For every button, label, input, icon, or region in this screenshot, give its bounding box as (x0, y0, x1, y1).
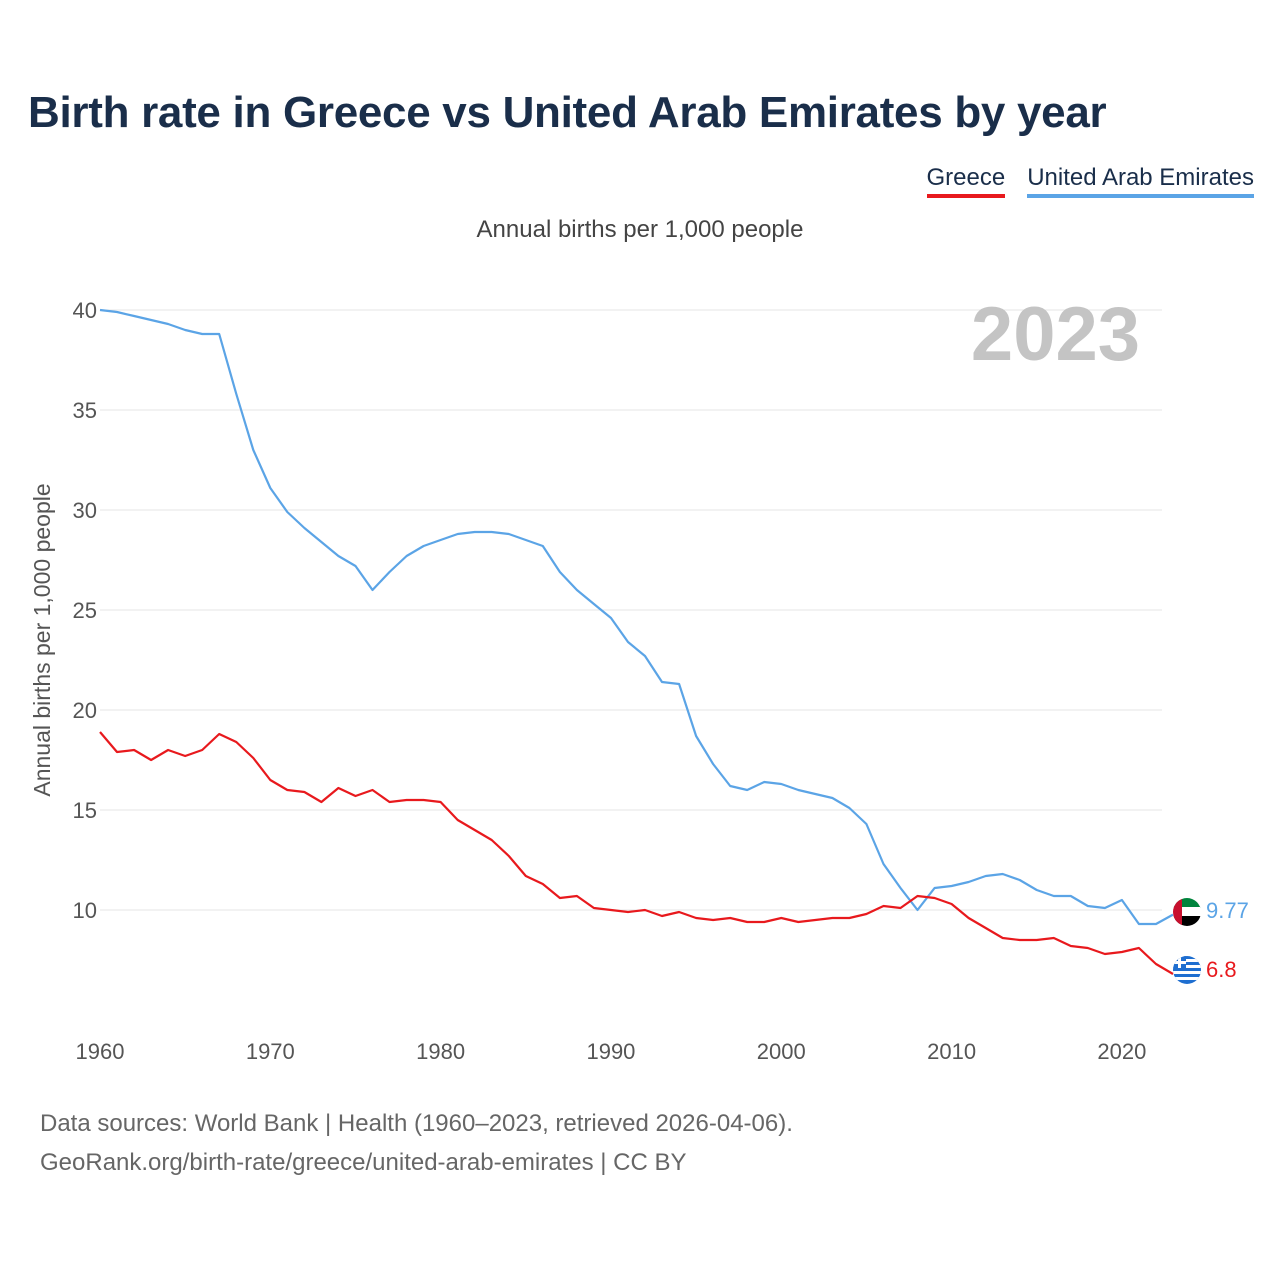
flag-uae-icon (1173, 898, 1201, 926)
uae-end-value-label: 9.77 (1206, 898, 1249, 923)
x-tick-label: 2020 (1097, 1039, 1146, 1064)
y-tick-label: 20 (73, 698, 97, 723)
x-tick-label: 1990 (586, 1039, 635, 1064)
x-tick-label: 2000 (757, 1039, 806, 1064)
y-tick-label: 40 (73, 298, 97, 323)
footer: Data sources: World Bank | Health (1960–… (40, 1104, 793, 1182)
greece-end-value-label: 6.8 (1206, 957, 1237, 982)
x-tick-label: 1960 (76, 1039, 125, 1064)
legend-item-greece[interactable]: Greece (926, 164, 1006, 198)
y-tick-label: 10 (73, 898, 97, 923)
series-line-uae[interactable] (99, 308, 1174, 926)
legend: Greece United Arab Emirates (926, 164, 1254, 198)
legend-item-uae[interactable]: United Arab Emirates (1027, 164, 1254, 198)
y-tick-label: 30 (73, 498, 97, 523)
series-lines (99, 308, 1174, 975)
y-tick-label: 15 (73, 798, 97, 823)
x-tick-label: 2010 (927, 1039, 976, 1064)
chart-title: Birth rate in Greece vs United Arab Emir… (28, 88, 1107, 137)
y-axis-ticks: 10 15 20 25 30 35 40 (73, 298, 97, 923)
x-tick-label: 1970 (246, 1039, 295, 1064)
y-axis-label: Annual births per 1,000 people (29, 483, 55, 796)
y-tick-label: 25 (73, 598, 97, 623)
footer-source: Data sources: World Bank | Health (1960–… (40, 1110, 793, 1137)
flag-greece-icon (1173, 956, 1201, 984)
chart-subtitle: Annual births per 1,000 people (476, 216, 804, 243)
year-watermark: 2023 (971, 292, 1140, 377)
y-tick-label: 35 (73, 398, 97, 423)
gridlines (100, 309, 1162, 911)
x-axis-ticks: 1960 1970 1980 1990 2000 2010 2020 (76, 1039, 1147, 1064)
x-tick-label: 1980 (416, 1039, 465, 1064)
series-line-greece[interactable] (99, 731, 1174, 975)
footer-link[interactable]: GeoRank.org/birth-rate/greece/united-ara… (40, 1149, 687, 1176)
